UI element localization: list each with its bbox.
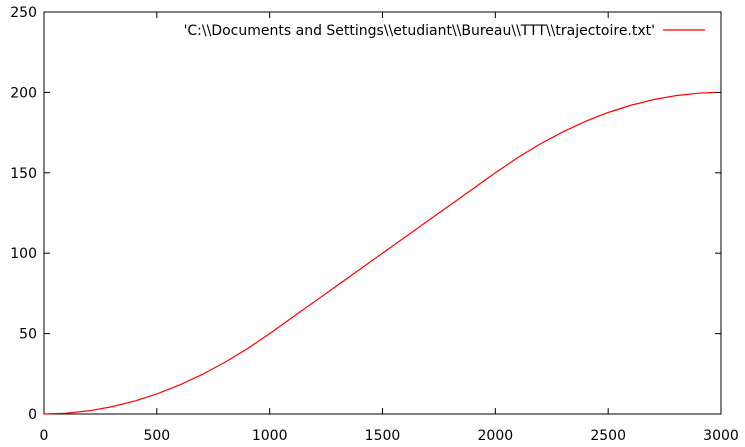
x-tick-label: 1500: [365, 428, 401, 444]
x-tick-label: 1000: [252, 428, 288, 444]
axis-ticks: [43, 11, 722, 415]
x-tick-label: 2500: [590, 428, 626, 444]
x-tick-label: 3000: [703, 428, 739, 444]
x-tick-label: 2000: [478, 428, 514, 444]
axis-tick-labels: 0 500 1000 1500 2000 2500 3000 0 50 100 150 200 250: [10, 5, 739, 444]
legend: 'C:\\Documents and Settings\\etudiant\\B…: [184, 23, 705, 39]
y-tick-label: 50: [19, 327, 37, 343]
series-line-trajectoire: [43, 91, 716, 415]
y-tick-label: 100: [10, 246, 37, 262]
y-tick-label: 200: [10, 85, 37, 101]
x-tick-label: 500: [143, 428, 170, 444]
legend-label: 'C:\\Documents and Settings\\etudiant\\B…: [184, 23, 655, 39]
plot-frame: [43, 11, 722, 415]
y-tick-label: 250: [10, 5, 37, 21]
y-tick-label: 150: [10, 166, 37, 182]
x-tick-label: 0: [40, 428, 49, 444]
y-tick-label: 0: [28, 407, 37, 423]
